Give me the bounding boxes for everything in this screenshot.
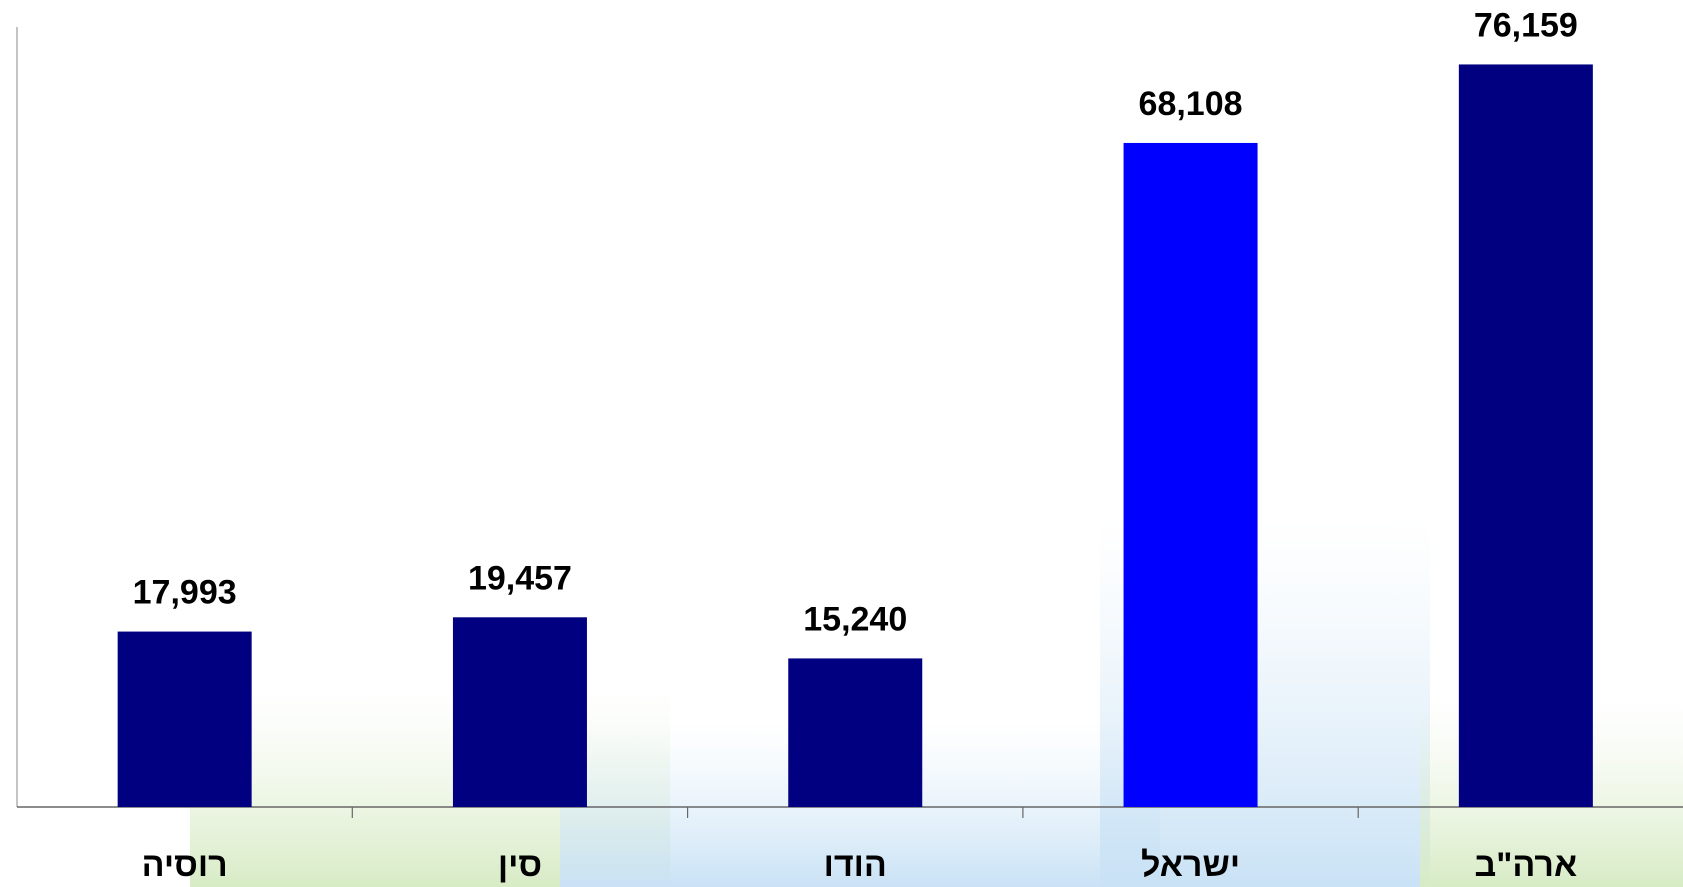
value-label: 76,159: [1474, 6, 1578, 44]
bar: [117, 631, 252, 807]
bar: [452, 617, 587, 807]
x-tick-label: ישראל: [1141, 846, 1240, 884]
x-tick-label: ארה"ב: [1475, 846, 1578, 884]
x-tick-label: הודו: [824, 846, 887, 884]
x-tick-label: רוסיה: [142, 846, 228, 884]
value-label: 15,240: [803, 600, 907, 638]
value-label: 17,993: [133, 574, 237, 612]
bar: [788, 658, 923, 807]
value-label: 19,457: [468, 559, 572, 597]
x-tick-label: סין: [498, 846, 542, 884]
bar: [1458, 64, 1593, 807]
value-label: 68,108: [1139, 85, 1243, 123]
bar: [1123, 142, 1258, 807]
